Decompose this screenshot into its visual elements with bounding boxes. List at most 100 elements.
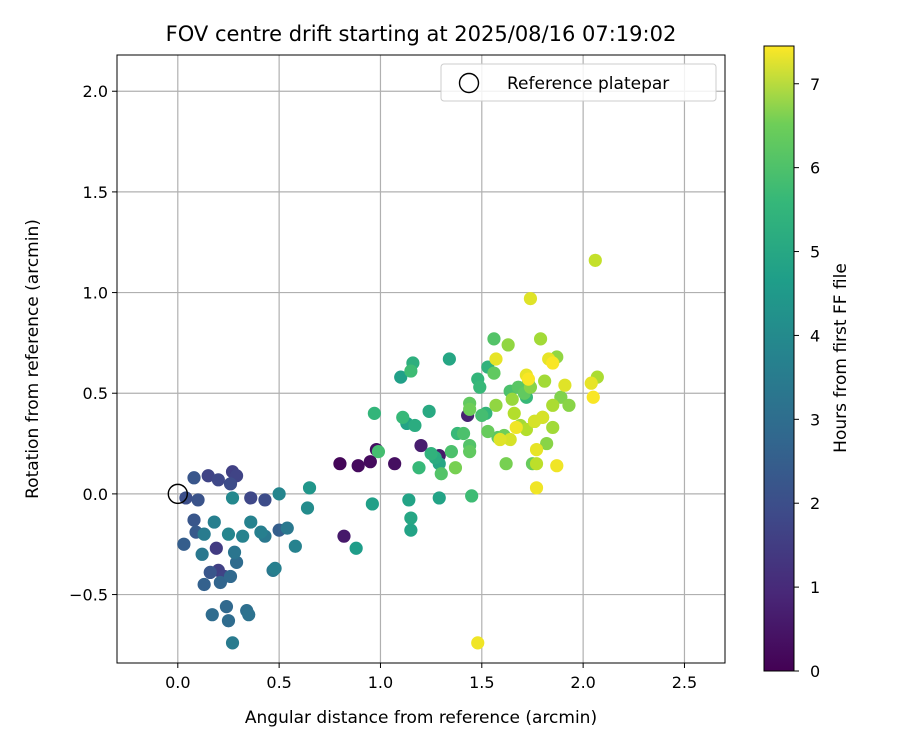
y-tick-label: 1.5	[83, 183, 108, 202]
scatter-point	[424, 447, 438, 461]
scatter-point	[207, 515, 221, 529]
x-tick-label: 1.0	[368, 673, 393, 692]
points-layer	[177, 253, 604, 650]
scatter-point	[191, 493, 205, 507]
reference-layer	[167, 483, 189, 505]
scatter-point	[536, 410, 550, 424]
scatter-point	[197, 527, 211, 541]
y-tick-label: 2.0	[83, 82, 108, 101]
colorbar-ticks: 0 1 2 3 4 5 6 7	[794, 75, 820, 681]
scatter-point	[546, 356, 560, 370]
scatter-point	[213, 575, 227, 590]
scatter-point	[203, 565, 217, 580]
scatter-point	[367, 406, 381, 420]
scatter-point	[529, 457, 544, 471]
legend-box	[440, 63, 717, 102]
scatter-point	[538, 374, 552, 388]
colorbar-gradient	[764, 46, 794, 671]
plot-frame	[116, 54, 726, 664]
scatter-point	[463, 445, 477, 459]
x-tick-label: 2.0	[570, 673, 595, 692]
scatter-point	[229, 555, 244, 569]
scatter-point	[225, 491, 240, 505]
scatter-point	[201, 469, 215, 483]
scatter-point	[404, 523, 418, 537]
colorbar-tick-label: 5	[810, 243, 820, 262]
scatter-point	[444, 445, 458, 459]
scatter-point	[268, 561, 282, 575]
scatter-point	[533, 332, 548, 346]
scatter-point	[489, 352, 503, 366]
scatter-point	[365, 497, 379, 511]
legend-open-circle-marker	[458, 72, 480, 94]
x-tick-label: 2.5	[672, 673, 697, 692]
colorbar-tick-label: 6	[810, 159, 820, 178]
scatter-point	[402, 493, 416, 507]
scatter-point	[487, 332, 501, 346]
scatter-point	[223, 569, 238, 584]
scatter-point	[349, 541, 363, 555]
grid-layer	[117, 55, 725, 663]
scatter-point	[351, 459, 365, 473]
scatter-point	[227, 545, 242, 559]
scatter-point	[221, 527, 236, 541]
x-tick-label: 1.5	[469, 673, 494, 692]
scatter-point	[254, 525, 268, 539]
scatter-point	[586, 390, 600, 404]
scatter-point	[244, 491, 258, 505]
scatter-point	[205, 608, 219, 622]
y-tick-label: −0.5	[69, 586, 108, 605]
scatter-point	[211, 473, 225, 487]
scatter-point	[337, 529, 351, 543]
scatter-point	[412, 461, 426, 475]
scatter-point	[363, 455, 377, 469]
scatter-point	[223, 477, 238, 491]
scatter-point	[505, 392, 519, 406]
scatter-point	[225, 636, 240, 650]
scatter-point	[523, 292, 538, 306]
scatter-point	[529, 481, 544, 495]
scatter-point	[540, 436, 554, 451]
scatter-point	[244, 515, 258, 529]
colorbar-frame	[763, 45, 795, 672]
reference-platepar-marker	[167, 483, 189, 505]
scatter-point	[463, 402, 477, 416]
scatter-point	[521, 372, 536, 386]
scatter-point	[300, 501, 315, 515]
scatter-point	[487, 366, 501, 380]
scatter-point	[394, 370, 408, 384]
scatter-point	[422, 404, 436, 418]
scatter-point	[442, 352, 456, 366]
y-axis-ticks: −0.5 0.0 0.5 1.0 1.5 2.0	[69, 82, 117, 605]
scatter-point	[388, 457, 402, 471]
scatter-point	[465, 489, 479, 503]
scatter-point	[404, 511, 418, 525]
scatter-point	[489, 398, 503, 412]
scatter-point	[272, 487, 286, 501]
x-axis-label: Angular distance from reference (arcmin)	[245, 708, 597, 728]
scatter-point	[481, 424, 495, 439]
x-tick-label: 0.5	[266, 673, 291, 692]
scatter-point	[554, 390, 568, 404]
scatter-point	[432, 491, 446, 505]
scatter-point	[280, 521, 294, 535]
scatter-point	[493, 432, 507, 447]
x-axis-ticks: 0.0 0.5 1.0 1.5 2.0 2.5	[165, 663, 697, 692]
colorbar-tick-label: 4	[810, 326, 820, 345]
scatter-point	[371, 445, 386, 459]
scatter-point	[509, 420, 523, 435]
scatter-point	[499, 457, 513, 471]
colorbar-tick-label: 0	[810, 662, 820, 681]
colorbar-tick-label: 3	[810, 410, 820, 429]
scatter-point	[236, 529, 250, 543]
scatter-point	[195, 547, 209, 561]
scatter-point	[456, 426, 471, 441]
scatter-point	[288, 539, 302, 553]
scatter-point	[471, 636, 485, 650]
scatter-point	[414, 438, 428, 453]
scatter-point	[404, 364, 418, 378]
scatter-point	[588, 253, 602, 267]
scatter-point	[187, 513, 201, 527]
